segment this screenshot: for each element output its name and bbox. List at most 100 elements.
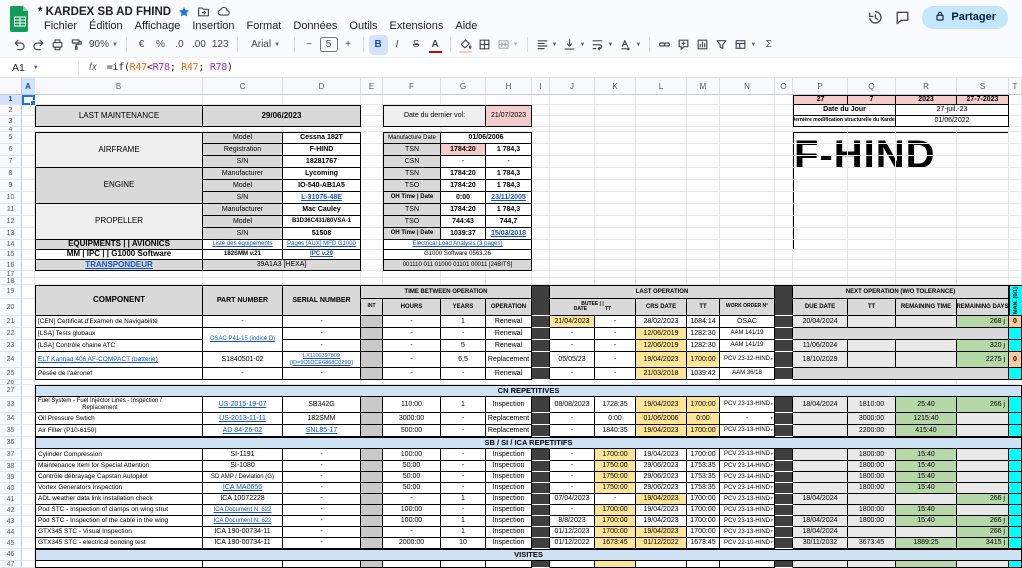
cell-P43[interactable]: 18/04/2024: [793, 516, 848, 527]
cell-P44[interactable]: 18/04/2024: [793, 527, 848, 538]
cell-E40[interactable]: [361, 483, 383, 494]
cell-D9[interactable]: IO-540-AB1A5: [283, 180, 361, 192]
cell-P34[interactable]: [793, 413, 848, 425]
cell-C19[interactable]: PART NUMBER: [203, 285, 283, 316]
cell-G42[interactable]: -: [441, 505, 486, 516]
cell-C34[interactable]: US-2013-11-11: [203, 413, 283, 425]
cell-T38[interactable]: [1009, 461, 1022, 472]
cell-O22[interactable]: [775, 328, 793, 340]
row-header-21[interactable]: 21: [0, 316, 22, 328]
cell-C8[interactable]: Manufacturer: [203, 168, 283, 180]
cell-E47[interactable]: [361, 561, 383, 568]
cell-N34[interactable]: -: [720, 413, 775, 425]
cell-I35[interactable]: [532, 425, 550, 437]
cell-H41[interactable]: Inspection: [486, 494, 532, 505]
cell-M22[interactable]: 1282:30: [687, 328, 720, 340]
cell-F6[interactable]: TSN: [383, 144, 441, 156]
cell-N38[interactable]: PCV 23-14-HIND: [720, 461, 775, 472]
cell-J41[interactable]: 07/04/2023: [550, 494, 595, 505]
cell-H24[interactable]: Replacement: [486, 352, 532, 368]
cell-T35[interactable]: [1009, 425, 1022, 437]
document-title[interactable]: * KARDEX SB AD FHIND: [38, 5, 172, 18]
table-views-icon[interactable]: ▼: [731, 35, 759, 55]
cell-J45[interactable]: 01/12/2022: [550, 538, 595, 549]
cell-F10[interactable]: OH Time | Date: [383, 192, 441, 204]
cell-D24[interactable]: LX1100397809 [ID=9C6DCE6868C029D]: [283, 352, 361, 368]
cell-S1[interactable]: 27-7-2023: [957, 95, 1009, 105]
cell-T37[interactable]: [1009, 449, 1022, 461]
text-rotation-icon[interactable]: ▼: [616, 35, 644, 55]
cell-B44[interactable]: GTX345 STC - Visual Inspection: [35, 527, 203, 538]
cell-O23[interactable]: [775, 340, 793, 352]
cell-F43[interactable]: 100:00: [383, 516, 441, 527]
cell-M40[interactable]: 1753:35: [687, 483, 720, 494]
cell-Q40[interactable]: 1800:00: [848, 483, 896, 494]
cell-C5[interactable]: Model: [203, 132, 283, 144]
cell-F12[interactable]: TSO: [383, 216, 441, 228]
row-header-11[interactable]: 11: [0, 204, 22, 216]
cell-J39[interactable]: -: [550, 472, 595, 483]
cell-D37[interactable]: -: [283, 449, 361, 461]
cell-S45[interactable]: 3415 j: [957, 538, 1009, 549]
cell-J24[interactable]: 05/05/23: [550, 352, 595, 368]
cell-S44[interactable]: 266 j: [957, 527, 1009, 538]
cell-O41[interactable]: [775, 494, 793, 505]
cell-B15[interactable]: MM | IPC | | G1000 Software: [35, 250, 203, 260]
cell-C33[interactable]: US-2015-19-07: [203, 397, 283, 413]
cell-P20[interactable]: DUE DATE: [793, 299, 848, 316]
cell-C9[interactable]: Model: [203, 180, 283, 192]
italic-button[interactable]: I: [395, 39, 399, 50]
cell-I45[interactable]: [532, 538, 550, 549]
cell-O21[interactable]: [775, 316, 793, 328]
cell-E24[interactable]: [361, 352, 383, 368]
cell-K45[interactable]: 1673:45: [595, 538, 636, 549]
cell-G43[interactable]: 1: [441, 516, 486, 527]
cell-I33[interactable]: [532, 397, 550, 413]
cell-P47[interactable]: [793, 561, 848, 568]
cell-S43[interactable]: 266 j: [957, 516, 1009, 527]
cell-G41[interactable]: 1: [441, 494, 486, 505]
menu-aide[interactable]: Aide: [455, 20, 478, 32]
cell-M47[interactable]: [687, 561, 720, 568]
cell-E20[interactable]: INT: [361, 299, 383, 316]
menu-format[interactable]: Format: [246, 20, 282, 32]
cell-T42[interactable]: [1009, 505, 1022, 516]
cell-F47[interactable]: [383, 561, 441, 568]
cell-F44[interactable]: -: [383, 527, 441, 538]
cell-Q21[interactable]: [848, 316, 896, 328]
cell-H35[interactable]: Replacement: [486, 425, 532, 437]
cell-F7[interactable]: CSN: [383, 156, 441, 168]
cell-P42[interactable]: [793, 505, 848, 516]
cell-N47[interactable]: [720, 561, 775, 568]
cell-T21[interactable]: 0: [1009, 316, 1022, 328]
cell-I39[interactable]: [532, 472, 550, 483]
cell-S23[interactable]: 320 j: [957, 340, 1009, 352]
cell-G25[interactable]: -: [441, 368, 486, 380]
cell-C37[interactable]: SI-1191: [203, 449, 283, 461]
cell-T43[interactable]: [1009, 516, 1022, 527]
cell-T24[interactable]: 0: [1009, 352, 1022, 368]
cell-T39[interactable]: [1009, 472, 1022, 483]
cell-G8[interactable]: 1784:20: [441, 168, 486, 180]
row-header-17[interactable]: 17: [0, 271, 22, 278]
cell-O39[interactable]: [775, 472, 793, 483]
cell-F34[interactable]: 3000:00: [383, 413, 441, 425]
cell-D19[interactable]: SERIAL NUMBER: [283, 285, 361, 316]
cell-P40[interactable]: [793, 483, 848, 494]
cell-G44[interactable]: 1: [441, 527, 486, 538]
cell-G11[interactable]: 1784:20: [441, 204, 486, 216]
column-header-O[interactable]: O: [775, 78, 793, 95]
cell-L42[interactable]: 19/04/2023: [636, 505, 687, 516]
cell-G10[interactable]: 0:00: [441, 192, 486, 204]
cell-G7[interactable]: -: [441, 156, 486, 168]
cell-K35[interactable]: 1840:35: [595, 425, 636, 437]
cell-R38[interactable]: 15:40: [896, 461, 957, 472]
cell-C44[interactable]: ICA 190-00734-11: [203, 527, 283, 538]
cell-F45[interactable]: 2000:00: [383, 538, 441, 549]
cell-T25[interactable]: [1009, 368, 1022, 380]
cell-Q37[interactable]: 1800:00: [848, 449, 896, 461]
cell-Q35[interactable]: 2200:00: [848, 425, 896, 437]
cell-H2[interactable]: 21/07/2023: [486, 105, 532, 127]
cell-F37[interactable]: 100:00: [383, 449, 441, 461]
print-icon[interactable]: [48, 35, 67, 55]
